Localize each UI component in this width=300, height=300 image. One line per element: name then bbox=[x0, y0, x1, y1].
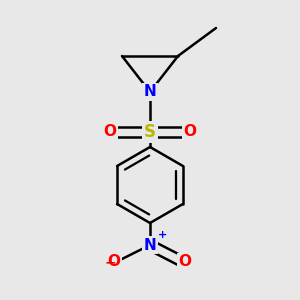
Text: N: N bbox=[144, 238, 156, 253]
Text: O: O bbox=[107, 254, 121, 269]
Text: −: − bbox=[105, 255, 117, 269]
Text: O: O bbox=[178, 254, 191, 269]
Text: N: N bbox=[144, 85, 156, 100]
Text: O: O bbox=[184, 124, 196, 140]
Text: O: O bbox=[103, 124, 116, 140]
Text: S: S bbox=[144, 123, 156, 141]
Text: +: + bbox=[158, 230, 167, 240]
